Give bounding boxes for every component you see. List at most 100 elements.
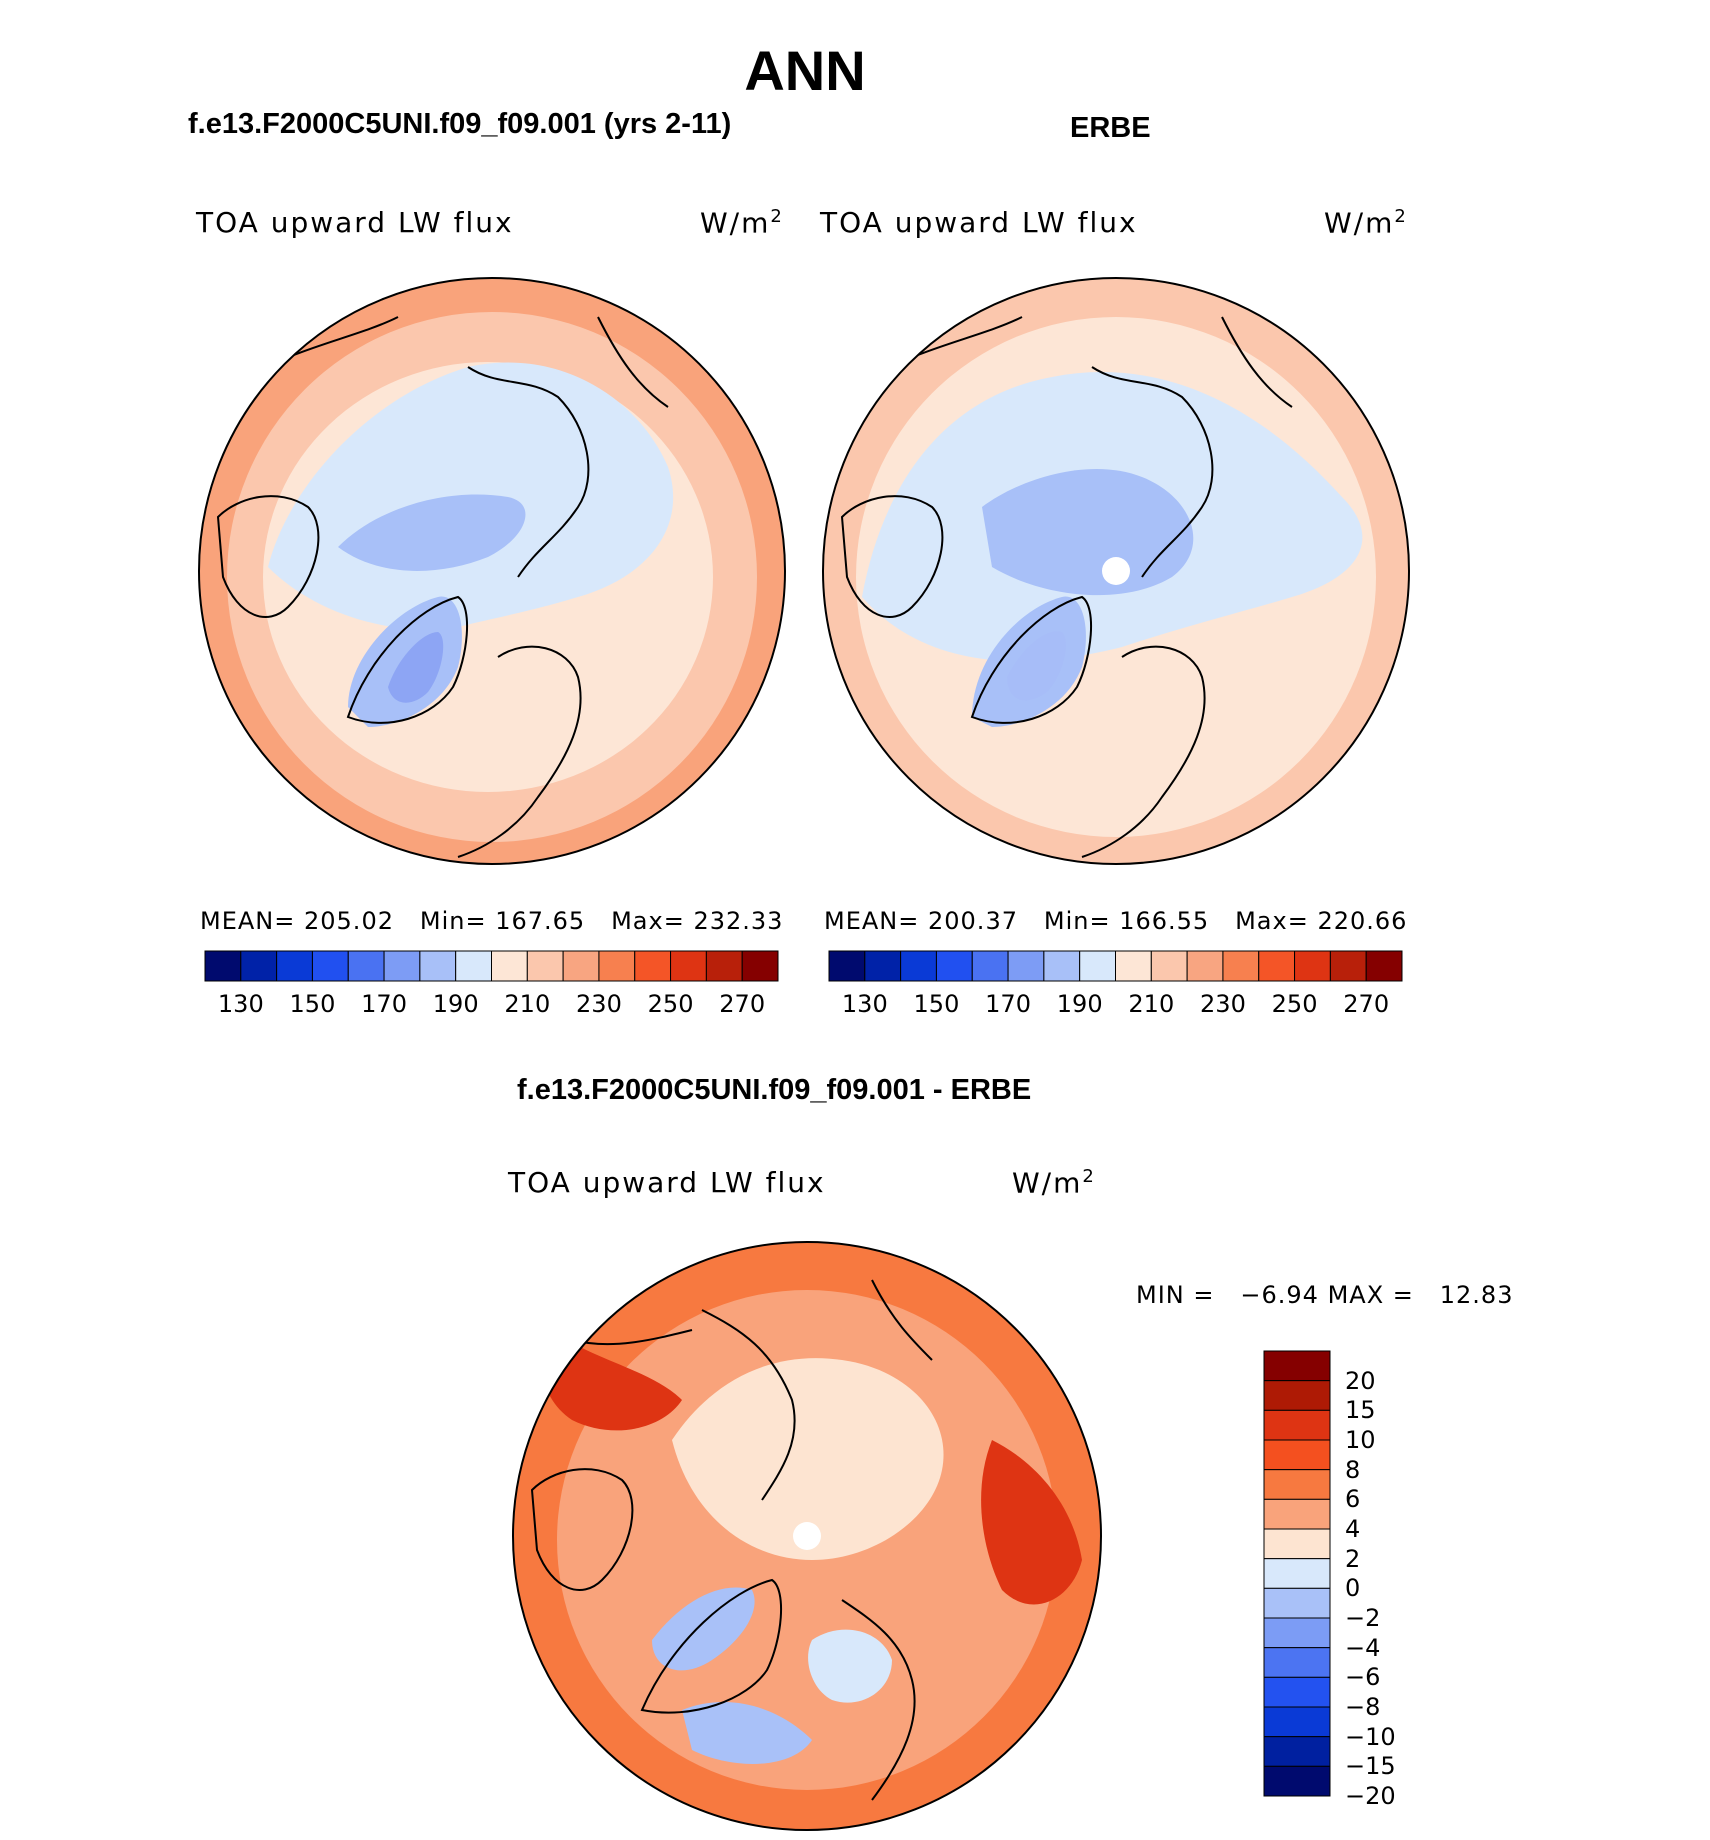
colorbar-swatch — [741, 950, 779, 982]
abs-colorbar-model — [204, 950, 779, 982]
diff-colorbar-swatch — [1263, 1676, 1331, 1708]
colorbar-tick-label: 230 — [1200, 990, 1246, 1018]
colorbar-tick-label: 150 — [913, 990, 960, 1018]
colorbar-swatch — [276, 950, 313, 982]
colorbar-swatch — [634, 950, 672, 982]
diff-colorbar-swatch — [1263, 1617, 1331, 1649]
colorbar-tick-label: 130 — [217, 990, 264, 1018]
abs-colorbar-obs-ticks: 130 150 170 190 210 230 250 270 — [829, 990, 1402, 1020]
diff-colorbar-tick-label: −4 — [1345, 1633, 1381, 1662]
diff-colorbar-tick-label: 15 — [1345, 1396, 1376, 1425]
diff-colorbar-swatch — [1263, 1469, 1331, 1500]
colorbar-tick-label: 130 — [841, 990, 888, 1018]
map-obs-pole-gap — [1102, 557, 1130, 585]
map-model-coast-4 — [457, 645, 582, 858]
colorbar-tick-label: 190 — [432, 990, 479, 1018]
colorbar-swatch — [1365, 950, 1403, 982]
diff-colorbar-tick-label: 6 — [1345, 1485, 1361, 1514]
map-diff — [512, 1241, 1102, 1831]
map-obs — [822, 277, 1410, 865]
map-model — [198, 277, 786, 865]
colorbar-swatch — [864, 950, 902, 982]
diff-colorbar-tick-label: 10 — [1345, 1426, 1376, 1454]
diff-colorbar-tick-label: −6 — [1345, 1663, 1381, 1692]
diff-colorbar-swatch — [1263, 1350, 1331, 1382]
panel-model-title: f.e13.F2000C5UNI.f09_f09.001 (yrs 2-11) — [188, 108, 732, 140]
colorbar-tick-label: 210 — [504, 990, 551, 1018]
map-diff-hot-region — [541, 1330, 682, 1431]
map-diff-coast-2 — [640, 1578, 782, 1714]
colorbar-swatch — [828, 950, 866, 982]
diff-colorbar-tick-label: −10 — [1345, 1722, 1396, 1751]
colorbar-swatch — [240, 950, 278, 982]
diff-variable: TOA upward LW flux — [508, 1166, 826, 1199]
diff-colorbar-swatch — [1263, 1587, 1331, 1619]
map-obs-border — [822, 277, 1410, 865]
colorbar-tick-label: 270 — [1343, 990, 1390, 1018]
diff-colorbar-swatch — [1263, 1528, 1331, 1560]
diff-colorbar-swatch — [1263, 1498, 1331, 1530]
map-model-border — [198, 277, 786, 865]
colorbar-swatch — [670, 950, 707, 982]
map-diff-coast-4 — [841, 1599, 916, 1801]
colorbar-swatch — [562, 950, 600, 982]
colorbar-swatch — [383, 950, 421, 982]
panel-model-stats: MEAN= 205.02 Min= 167.65 Max= 232.33 — [200, 907, 784, 935]
diff-colorbar-swatch — [1263, 1380, 1331, 1411]
diff-colorbar-swatch — [1263, 1439, 1331, 1471]
map-model-coast-2 — [346, 595, 468, 724]
diff-colorbar-swatch — [1263, 1558, 1331, 1589]
diff-colorbar-tick-label: −2 — [1345, 1604, 1381, 1632]
colorbar-tick-label: 150 — [289, 990, 336, 1018]
diff-colorbar-swatch — [1263, 1765, 1331, 1797]
map-diff-cold-atlantic — [682, 1701, 812, 1764]
colorbar-swatch — [1007, 950, 1045, 982]
colorbar-swatch — [1115, 950, 1152, 982]
diff-title: f.e13.F2000C5UNI.f09_f09.001 - ERBE — [517, 1074, 1032, 1106]
panel-obs-title: ERBE — [1070, 112, 1151, 144]
diff-colorbar-swatch — [1263, 1736, 1331, 1767]
map-diff-border — [512, 1241, 1102, 1831]
colorbar-swatch — [491, 950, 528, 982]
colorbar-swatch — [204, 950, 242, 982]
colorbar-swatch — [1043, 950, 1081, 982]
colorbar-tick-label: 170 — [361, 990, 407, 1018]
colorbar-swatch — [705, 950, 743, 982]
colorbar-swatch — [347, 950, 385, 982]
map-obs-greenland-core — [1007, 631, 1067, 701]
diff-colorbar — [1263, 1350, 1331, 1797]
colorbar-swatch — [971, 950, 1009, 982]
colorbar-tick-label: 190 — [1056, 990, 1103, 1018]
colorbar-swatch — [419, 950, 457, 982]
panel-obs-units: W/m2 — [1324, 206, 1408, 240]
figure-title: ANN — [744, 39, 866, 102]
map-obs-coast-1 — [840, 495, 944, 618]
panel-obs-variable: TOA upward LW flux — [820, 206, 1138, 239]
diff-colorbar-tick-label: 4 — [1345, 1515, 1361, 1543]
map-diff-coast-1 — [530, 1468, 634, 1591]
colorbar-swatch — [1079, 950, 1116, 982]
map-diff-pole-gap — [793, 1522, 821, 1550]
map-model-greenland-core — [388, 632, 444, 703]
map-diff-coast-3 — [701, 1309, 796, 1501]
map-diff-hot-region-east — [981, 1440, 1082, 1605]
map-model-coast-3 — [467, 366, 590, 578]
map-obs-coast-3 — [1091, 366, 1214, 578]
colorbar-swatch — [1222, 950, 1260, 982]
map-model-core-region — [338, 494, 526, 571]
diff-colorbar-tick-label: 0 — [1345, 1574, 1361, 1603]
abs-colorbar-obs — [828, 950, 1403, 982]
colorbar-swatch — [1150, 950, 1188, 982]
diff-colorbar-swatch — [1263, 1409, 1331, 1441]
colorbar-tick-label: 170 — [985, 990, 1031, 1018]
colorbar-tick-label: 250 — [647, 990, 694, 1018]
panel-model-variable: TOA upward LW flux — [196, 206, 514, 239]
colorbar-swatch — [526, 950, 564, 982]
colorbar-tick-label: 250 — [1271, 990, 1318, 1018]
colorbar-tick-label: 210 — [1128, 990, 1175, 1018]
colorbar-swatch — [1186, 950, 1224, 982]
diff-colorbar-ticks: 20 15 10 8 6 4 2 0 −2 −4 −6 −8 −10 −15 −20 — [1345, 1351, 1425, 1810]
diff-colorbar-tick-label: 2 — [1345, 1544, 1361, 1573]
colorbar-swatch — [1258, 950, 1296, 982]
diff-colorbar-tick-label: −20 — [1345, 1782, 1396, 1810]
